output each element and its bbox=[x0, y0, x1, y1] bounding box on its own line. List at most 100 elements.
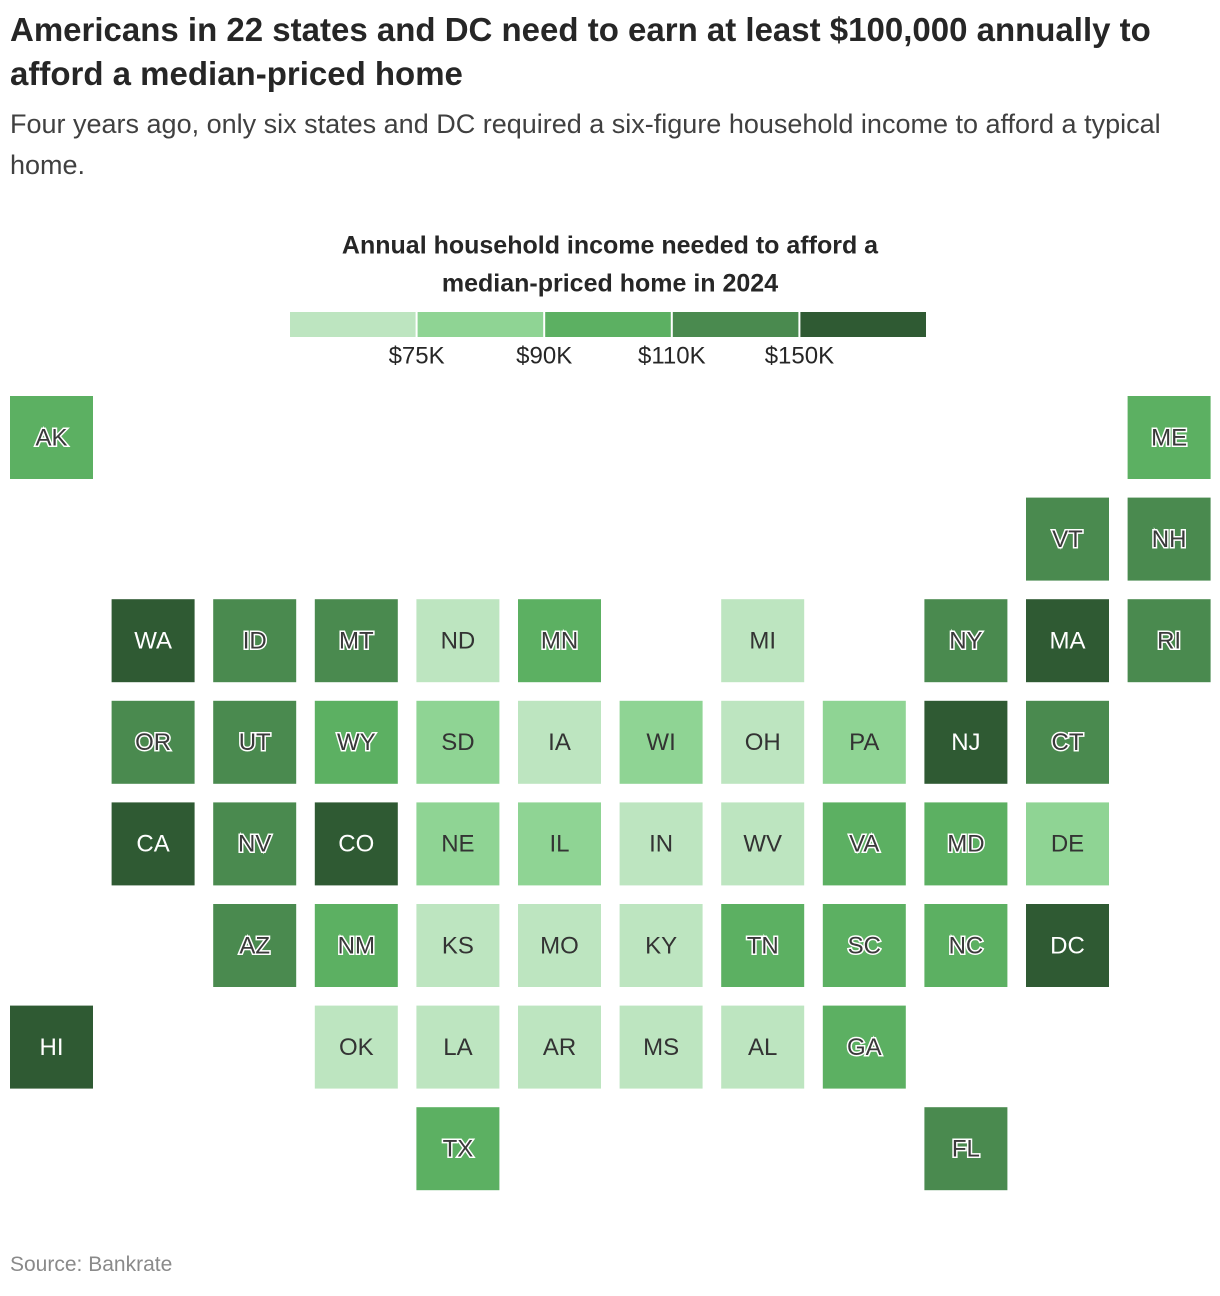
state-tile bbox=[10, 396, 93, 479]
state-tile bbox=[1026, 599, 1109, 683]
state-tile bbox=[314, 1005, 398, 1089]
state-label: ME bbox=[1151, 424, 1187, 451]
state-tile bbox=[416, 1107, 500, 1191]
state-label: WY bbox=[337, 729, 376, 756]
state-label: WA bbox=[134, 628, 172, 655]
state-label: VA bbox=[849, 831, 879, 858]
state-label: DC bbox=[1050, 932, 1085, 959]
state-tile bbox=[416, 904, 500, 987]
state-tile bbox=[721, 700, 805, 784]
state-tile bbox=[1127, 396, 1211, 479]
state-tile bbox=[1026, 802, 1109, 886]
state-label: OK bbox=[339, 1034, 374, 1061]
state-label: MD bbox=[947, 831, 984, 858]
state-label: MN bbox=[541, 628, 578, 655]
state-tile bbox=[1026, 700, 1109, 784]
state-label: HI bbox=[40, 1034, 64, 1061]
state-tile bbox=[721, 904, 805, 987]
legend-swatch bbox=[290, 312, 416, 337]
subtitle: Four years ago, only six states and DC r… bbox=[10, 109, 1161, 180]
state-tile bbox=[1026, 904, 1109, 987]
state-label: WI bbox=[646, 729, 675, 756]
state-label: CA bbox=[136, 831, 169, 858]
state-label: MS bbox=[643, 1034, 679, 1061]
state-label: ID bbox=[243, 628, 267, 655]
state-label: IN bbox=[649, 831, 673, 858]
legend-title-1: Annual household income needed to afford… bbox=[342, 232, 879, 260]
state-label: NV bbox=[238, 831, 271, 858]
state-tile bbox=[213, 904, 297, 987]
state-label: UT bbox=[239, 729, 271, 756]
state-tile bbox=[416, 1005, 500, 1089]
state-label: NC bbox=[949, 932, 984, 959]
state-tile bbox=[416, 802, 500, 886]
state-tile bbox=[314, 802, 398, 886]
legend-swatch bbox=[545, 312, 671, 337]
state-label: CT bbox=[1052, 729, 1084, 756]
state-label: MI bbox=[749, 628, 776, 655]
source: Source: Bankrate bbox=[10, 1253, 173, 1276]
state-tile bbox=[619, 1005, 703, 1089]
state-tile bbox=[518, 802, 601, 886]
state-tile bbox=[416, 599, 500, 683]
legend-tick-label: $90K bbox=[516, 342, 572, 369]
state-label: CO bbox=[338, 831, 374, 858]
state-label: NH bbox=[1152, 526, 1187, 553]
state-label: KS bbox=[442, 932, 474, 959]
state-tile bbox=[822, 700, 906, 784]
state-label: MO bbox=[540, 932, 579, 959]
state-tile bbox=[213, 599, 297, 683]
state-label: NY bbox=[949, 628, 982, 655]
state-tile bbox=[822, 1005, 906, 1089]
state-label: ND bbox=[441, 628, 476, 655]
legend-swatch bbox=[672, 312, 799, 337]
state-label: NJ bbox=[951, 729, 980, 756]
state-tile bbox=[822, 802, 906, 886]
state-tile bbox=[822, 904, 906, 987]
title: Americans in 22 states and DC need to ea… bbox=[10, 11, 1151, 92]
state-tile bbox=[1127, 497, 1211, 581]
state-label: NE bbox=[441, 831, 474, 858]
state-label: AL bbox=[748, 1034, 777, 1061]
state-tile bbox=[1026, 497, 1109, 581]
state-label: AR bbox=[543, 1034, 576, 1061]
state-tile bbox=[111, 700, 195, 784]
state-tile bbox=[1127, 599, 1211, 683]
state-tile bbox=[721, 599, 805, 683]
state-tile bbox=[518, 1005, 601, 1089]
state-label: RI bbox=[1157, 628, 1181, 655]
legend-tick-label: $110K bbox=[638, 342, 706, 369]
state-label: WV bbox=[743, 831, 782, 858]
state-label: FL bbox=[952, 1136, 980, 1163]
state-tile bbox=[314, 700, 398, 784]
state-tile bbox=[518, 700, 601, 784]
state-label: LA bbox=[443, 1034, 472, 1061]
state-tile bbox=[721, 802, 805, 886]
state-tile bbox=[924, 904, 1008, 987]
state-tile bbox=[619, 802, 703, 886]
state-label: GA bbox=[847, 1034, 882, 1061]
state-label: MT bbox=[339, 628, 374, 655]
state-label: PA bbox=[849, 729, 879, 756]
legend-tick-label: $75K bbox=[389, 342, 445, 369]
state-tile bbox=[721, 1005, 805, 1089]
state-tile bbox=[10, 1005, 93, 1089]
state-label: OR bbox=[135, 729, 171, 756]
state-tile bbox=[111, 599, 195, 683]
state-label: SC bbox=[848, 932, 881, 959]
state-label: VT bbox=[1052, 526, 1083, 553]
state-label: MA bbox=[1050, 628, 1086, 655]
legend-tick-label: $150K bbox=[765, 342, 834, 369]
legend-swatch bbox=[417, 312, 544, 337]
state-tile bbox=[314, 599, 398, 683]
state-label: OH bbox=[745, 729, 781, 756]
state-tile bbox=[924, 599, 1008, 683]
legend-title-2: median-priced home in 2024 bbox=[442, 270, 778, 298]
state-tile bbox=[619, 904, 703, 987]
state-tile bbox=[111, 802, 195, 886]
state-tile bbox=[213, 700, 297, 784]
state-tile bbox=[924, 700, 1008, 784]
state-label: IL bbox=[549, 831, 569, 858]
